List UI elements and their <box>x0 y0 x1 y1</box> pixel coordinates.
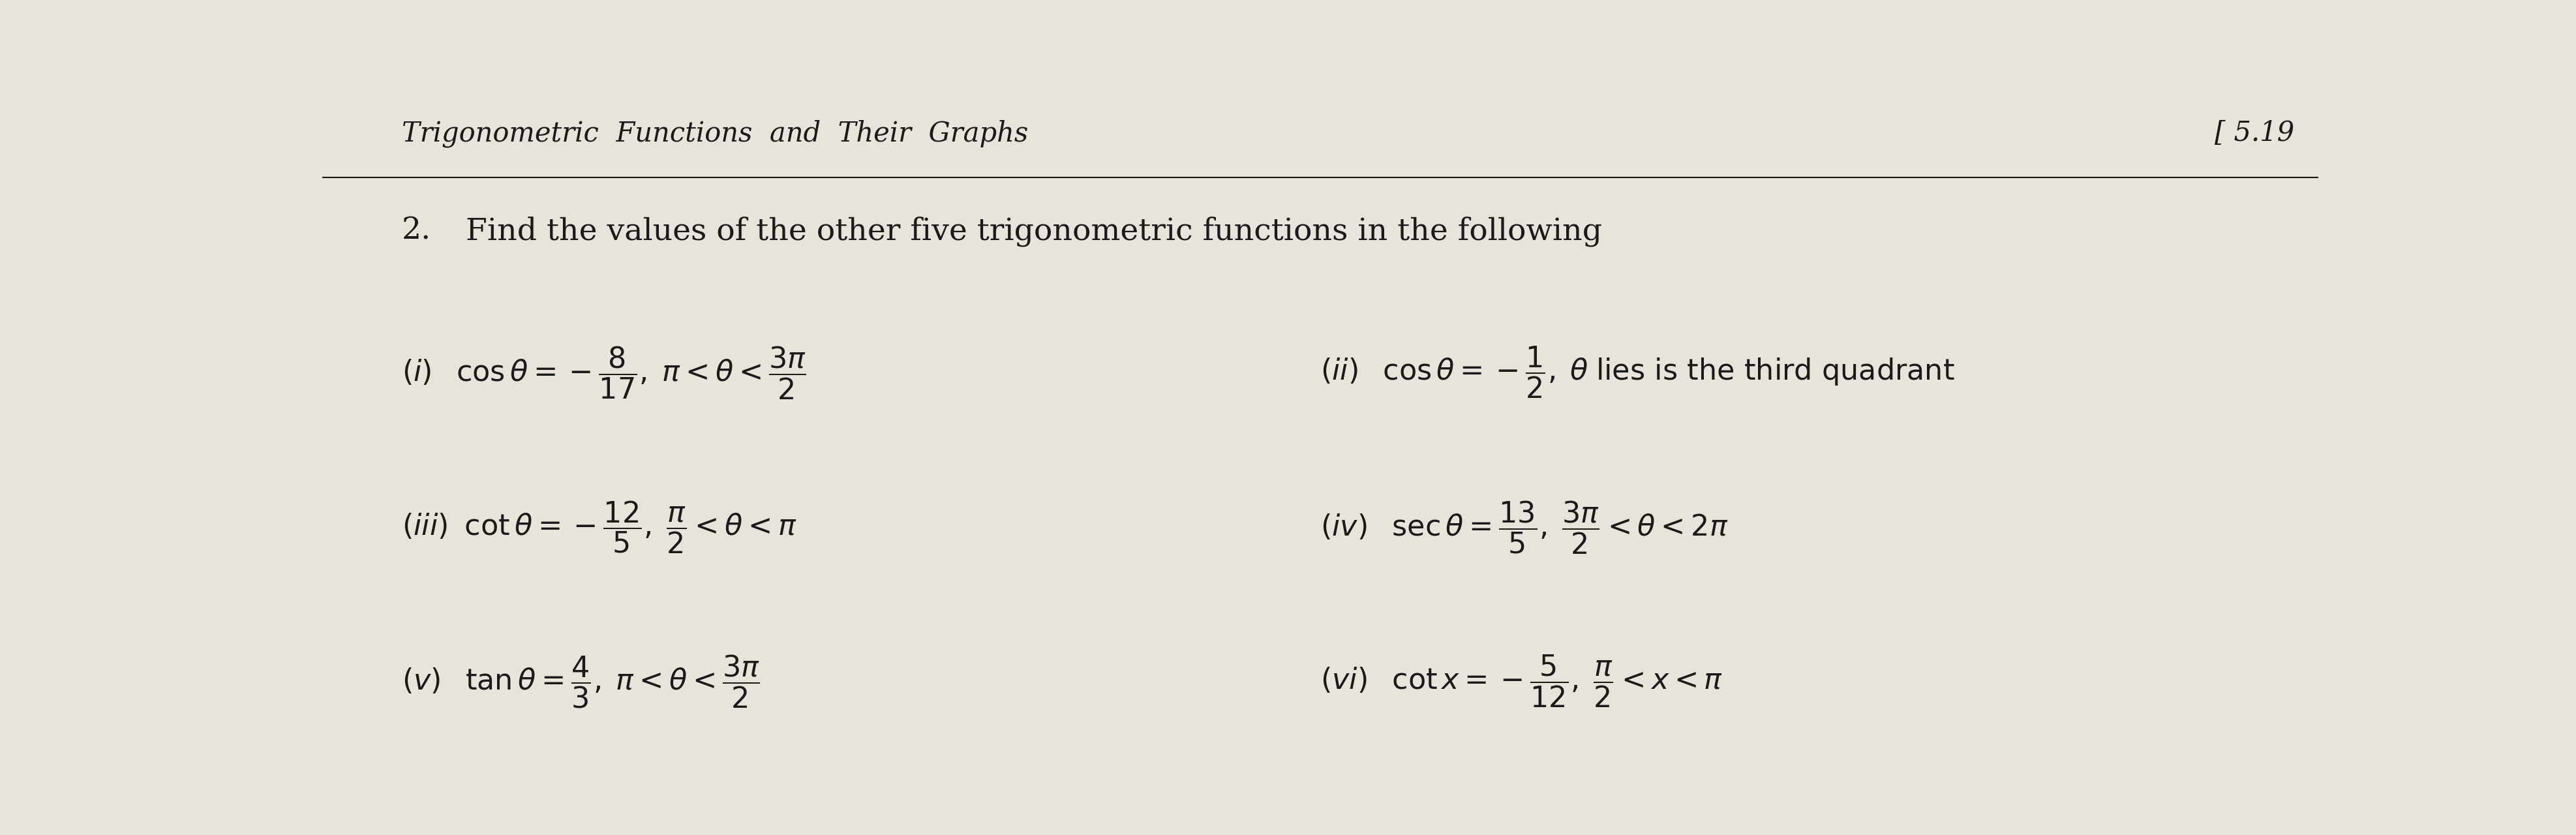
Text: Trigonometric  Functions  and  Their  Graphs: Trigonometric Functions and Their Graphs <box>402 119 1028 147</box>
Text: $(iii)\;\; \cot\theta = -\dfrac{12}{5},\; \dfrac{\pi}{2} < \theta < \pi$: $(iii)\;\; \cot\theta = -\dfrac{12}{5},\… <box>402 498 796 555</box>
Text: $(iv)\;\;\; \sec\theta = \dfrac{13}{5},\; \dfrac{3\pi}{2} < \theta < 2\pi$: $(iv)\;\;\; \sec\theta = \dfrac{13}{5},\… <box>1319 498 1728 555</box>
Text: $(i)\;\;\; \cos\theta = -\dfrac{8}{17},\; \pi < \theta < \dfrac{3\pi}{2}$: $(i)\;\;\; \cos\theta = -\dfrac{8}{17},\… <box>402 345 806 401</box>
Text: $(v)\;\;\; \tan\theta = \dfrac{4}{3},\; \pi < \theta < \dfrac{3\pi}{2}$: $(v)\;\;\; \tan\theta = \dfrac{4}{3},\; … <box>402 653 760 710</box>
Text: Find the values of the other five trigonometric functions in the following: Find the values of the other five trigon… <box>466 216 1602 246</box>
Text: $(ii)\;\;\; \cos\theta = -\dfrac{1}{2},\; \theta \;\mathrm{lies\ is\ the\ third\: $(ii)\;\;\; \cos\theta = -\dfrac{1}{2},\… <box>1319 345 1955 400</box>
Text: [ 5.19: [ 5.19 <box>2215 119 2295 147</box>
Text: 2.: 2. <box>402 216 430 245</box>
Text: $(vi)\;\;\; \cot x = -\dfrac{5}{12},\; \dfrac{\pi}{2} < x < \pi$: $(vi)\;\;\; \cot x = -\dfrac{5}{12},\; \… <box>1319 653 1723 709</box>
